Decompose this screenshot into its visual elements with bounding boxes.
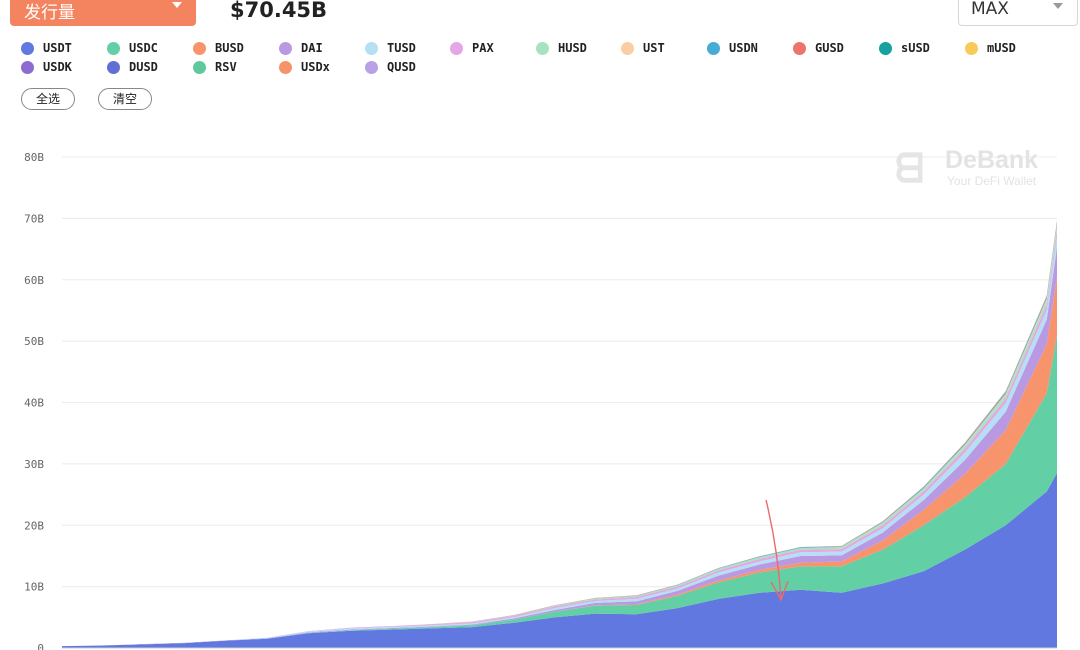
legend-label: RSV — [215, 60, 237, 74]
debank-watermark: ᗺ DeBank Your DeFi Wallet — [895, 146, 1060, 192]
select-all-button[interactable]: 全选 — [21, 88, 75, 110]
legend-item-musd[interactable]: mUSD — [965, 40, 1016, 56]
metric-dropdown-label: 发行量 — [24, 3, 75, 23]
debank-logo-icon: ᗺ — [895, 146, 924, 192]
legend-swatch — [193, 60, 206, 74]
legend-item-usdt[interactable]: USDT — [21, 40, 72, 56]
legend-label: QUSD — [387, 60, 416, 74]
y-tick-label: 60B — [24, 274, 44, 287]
y-tick-label: 50B — [24, 335, 44, 348]
legend-label: GUSD — [815, 41, 844, 55]
legend-label: DAI — [301, 41, 323, 55]
annotation-arrow-head — [770, 580, 789, 602]
area-series-usdc — [62, 334, 1057, 647]
legend-item-husd[interactable]: HUSD — [536, 40, 587, 56]
legend-label: DUSD — [129, 60, 158, 74]
legend-swatch — [21, 41, 34, 55]
legend-item-gusd[interactable]: GUSD — [793, 40, 844, 56]
y-tick-label: 0 — [37, 642, 44, 650]
chevron-down-icon — [172, 2, 182, 8]
legend-item-dai[interactable]: DAI — [279, 40, 323, 56]
y-tick-label: 20B — [24, 519, 44, 532]
legend-swatch — [365, 41, 378, 55]
legend-swatch — [193, 41, 206, 55]
time-range-label: MAX — [971, 0, 1009, 19]
legend-label: sUSD — [901, 41, 930, 55]
legend-item-tusd[interactable]: TUSD — [365, 40, 416, 56]
chevron-down-icon — [1053, 3, 1063, 9]
legend-item-usdx[interactable]: USDx — [279, 59, 330, 75]
legend-label: PAX — [472, 41, 494, 55]
annotation-arrow-shaft — [765, 499, 782, 601]
legend-swatch — [536, 41, 549, 55]
legend-swatch — [793, 41, 806, 55]
total-supply-value: $70.45B — [230, 0, 328, 22]
legend-label: USDC — [129, 41, 158, 55]
legend-label: TUSD — [387, 41, 416, 55]
watermark-tagline: Your DeFi Wallet — [947, 174, 1037, 188]
legend-item-pax[interactable]: PAX — [450, 40, 494, 56]
legend-item-busd[interactable]: BUSD — [193, 40, 244, 56]
watermark-name: DeBank — [945, 146, 1039, 174]
y-tick-label: 40B — [24, 397, 44, 410]
legend-item-usdc[interactable]: USDC — [107, 40, 158, 56]
legend-swatch — [21, 60, 34, 74]
legend-label: BUSD — [215, 41, 244, 55]
legend-label: USDN — [729, 41, 758, 55]
legend-label: mUSD — [987, 41, 1016, 55]
area-series-usdt — [62, 473, 1057, 648]
legend-swatch — [965, 41, 978, 55]
legend-swatch — [279, 60, 292, 74]
legend-swatch — [621, 41, 634, 55]
clear-button[interactable]: 清空 — [98, 88, 152, 110]
time-range-select[interactable]: MAX — [958, 0, 1078, 26]
legend-item-rsv[interactable]: RSV — [193, 59, 237, 75]
legend-swatch — [707, 41, 720, 55]
legend-swatch — [107, 41, 120, 55]
legend-item-ust[interactable]: UST — [621, 40, 665, 56]
legend-label: USDx — [301, 60, 330, 74]
legend-label: HUSD — [558, 41, 587, 55]
legend-swatch — [107, 60, 120, 74]
y-tick-label: 10B — [24, 581, 44, 594]
legend-item-usdn[interactable]: USDN — [707, 40, 758, 56]
legend-label: USDT — [43, 41, 72, 55]
legend-item-usdk[interactable]: USDK — [21, 59, 72, 75]
y-tick-label: 80B — [24, 151, 44, 164]
y-tick-label: 70B — [24, 212, 44, 225]
legend-label: UST — [643, 41, 665, 55]
legend-item-susd[interactable]: sUSD — [879, 40, 930, 56]
y-tick-label: 30B — [24, 458, 44, 471]
legend-swatch — [279, 41, 292, 55]
legend-item-dusd[interactable]: DUSD — [107, 59, 158, 75]
legend-item-qusd[interactable]: QUSD — [365, 59, 416, 75]
legend-swatch — [450, 41, 463, 55]
legend-label: USDK — [43, 60, 72, 74]
legend-swatch — [879, 41, 892, 55]
metric-dropdown[interactable]: 发行量 — [10, 0, 196, 26]
legend-swatch — [365, 60, 378, 74]
